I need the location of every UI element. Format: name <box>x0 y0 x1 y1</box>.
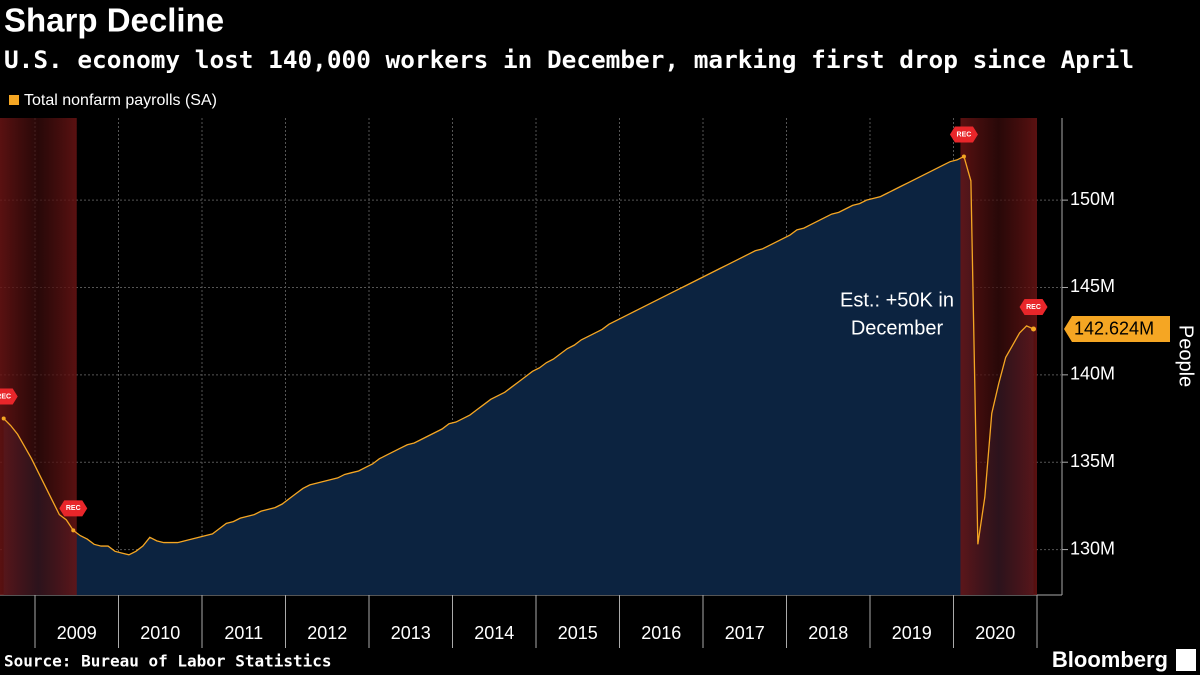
brand: Bloomberg <box>1052 647 1168 672</box>
x-tick-label: 2019 <box>892 623 932 643</box>
recession-band <box>0 118 77 595</box>
legend-label: Total nonfarm payrolls (SA) <box>24 92 217 109</box>
chart-title: Sharp Decline <box>4 2 224 39</box>
x-tick-label: 2015 <box>558 623 598 643</box>
y-axis-label: People <box>1175 325 1197 387</box>
brand-icon <box>1176 649 1196 671</box>
x-tick-label: 2009 <box>57 623 97 643</box>
rec-marker: REC <box>59 500 88 517</box>
x-tick-label: 2013 <box>391 623 431 643</box>
x-tick-label: 2010 <box>140 623 180 643</box>
rec-marker: REC <box>1019 298 1048 315</box>
x-tick-label: 2020 <box>975 623 1015 643</box>
rec-point <box>71 528 76 533</box>
rec-point <box>961 154 966 159</box>
y-tick-label: 145M <box>1070 276 1115 296</box>
rec-badge <box>59 500 88 517</box>
x-tick-label: 2012 <box>307 623 347 643</box>
x-tick-label: 2014 <box>474 623 514 643</box>
rec-badge <box>0 388 18 405</box>
series-line <box>3 155 1034 556</box>
x-tick-label: 2016 <box>641 623 681 643</box>
x-tick-label: 2017 <box>725 623 765 643</box>
annotation: Est.: +50K in <box>840 289 954 311</box>
value-label: 142.624M <box>1074 319 1154 339</box>
rec-label: REC <box>1026 304 1041 311</box>
source: Source: Bureau of Labor Statistics <box>4 652 332 671</box>
chart-subtitle: U.S. economy lost 140,000 workers in Dec… <box>4 46 1134 74</box>
last-point <box>1031 326 1037 332</box>
y-tick-label: 130M <box>1070 538 1115 558</box>
rec-label: REC <box>0 393 11 400</box>
rec-label: REC <box>957 131 972 138</box>
y-tick-label: 135M <box>1070 451 1115 471</box>
rec-label: REC <box>66 505 81 512</box>
rec-badge <box>1019 298 1048 315</box>
recession-band <box>960 118 1037 595</box>
y-tick-label: 140M <box>1070 364 1115 384</box>
annotation: December <box>851 317 944 339</box>
area-fill <box>3 156 1034 595</box>
rec-badge <box>949 126 978 143</box>
rec-marker: REC <box>0 388 18 405</box>
x-tick-label: 2011 <box>224 623 263 643</box>
x-tick-label: 2018 <box>808 623 848 643</box>
value-tag <box>1064 315 1170 342</box>
rec-marker: REC <box>949 126 978 143</box>
rec-point <box>1 416 6 421</box>
y-tick-label: 150M <box>1070 189 1115 209</box>
legend-swatch <box>9 95 19 105</box>
